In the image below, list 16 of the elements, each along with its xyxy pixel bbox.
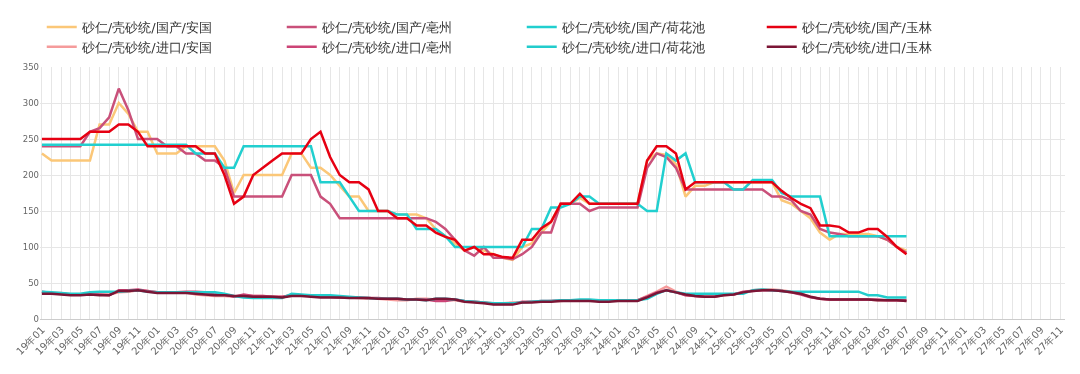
- legend-label: 砂仁/壳砂统/国产/亳州: [320, 19, 452, 35]
- legend-label: 砂仁/壳砂统/进口/玉林: [800, 39, 932, 55]
- y-tick-label: 100: [22, 241, 39, 252]
- legend-label: 砂仁/壳砂统/国产/玉林: [800, 19, 932, 35]
- legend-label: 砂仁/壳砂统/进口/荷花池: [560, 39, 705, 55]
- legend-label: 砂仁/壳砂统/进口/安国: [80, 39, 212, 55]
- y-tick-label: 50: [28, 277, 39, 288]
- legend-label: 砂仁/壳砂统/国产/安国: [80, 19, 212, 35]
- y-tick-label: 350: [22, 61, 39, 72]
- y-tick-label: 200: [22, 169, 39, 180]
- y-tick-label: 0: [33, 313, 39, 324]
- legend-label: 砂仁/壳砂统/进口/亳州: [320, 39, 452, 55]
- y-tick-label: 150: [22, 205, 39, 216]
- y-tick-label: 250: [22, 133, 39, 144]
- y-tick-label: 300: [22, 97, 39, 108]
- legend-label: 砂仁/壳砂统/国产/荷花池: [560, 19, 705, 35]
